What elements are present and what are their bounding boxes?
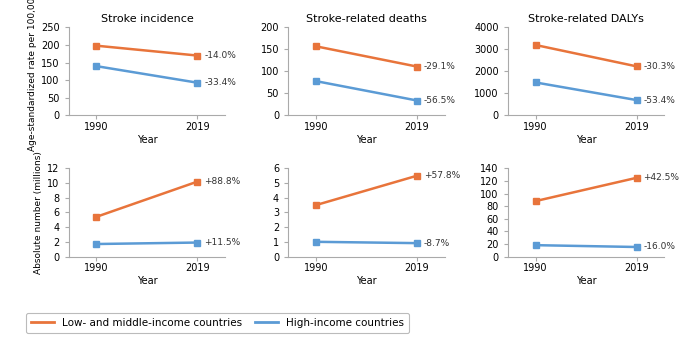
Text: -14.0%: -14.0% <box>204 51 236 60</box>
Text: -16.0%: -16.0% <box>643 242 675 251</box>
Y-axis label: Age-standardized rate per 100,000: Age-standardized rate per 100,000 <box>27 0 37 151</box>
Title: Stroke-related deaths: Stroke-related deaths <box>306 14 427 24</box>
Text: -56.5%: -56.5% <box>424 96 456 105</box>
Legend: Low- and middle-income countries, High-income countries: Low- and middle-income countries, High-i… <box>26 313 410 333</box>
Text: +57.8%: +57.8% <box>424 171 460 180</box>
Text: +42.5%: +42.5% <box>643 173 680 182</box>
Y-axis label: Absolute number (millions): Absolute number (millions) <box>34 151 43 274</box>
X-axis label: Year: Year <box>575 276 597 286</box>
Text: -33.4%: -33.4% <box>204 78 236 87</box>
Title: Stroke-related DALYs: Stroke-related DALYs <box>528 14 644 24</box>
X-axis label: Year: Year <box>136 276 158 286</box>
Text: +11.5%: +11.5% <box>204 238 240 247</box>
Text: -8.7%: -8.7% <box>424 239 450 248</box>
X-axis label: Year: Year <box>356 276 377 286</box>
X-axis label: Year: Year <box>136 135 158 145</box>
Text: -30.3%: -30.3% <box>643 62 675 71</box>
X-axis label: Year: Year <box>575 135 597 145</box>
Title: Stroke incidence: Stroke incidence <box>101 14 193 24</box>
Text: -53.4%: -53.4% <box>643 95 675 105</box>
X-axis label: Year: Year <box>356 135 377 145</box>
Text: +88.8%: +88.8% <box>204 177 240 186</box>
Text: -29.1%: -29.1% <box>424 62 456 71</box>
